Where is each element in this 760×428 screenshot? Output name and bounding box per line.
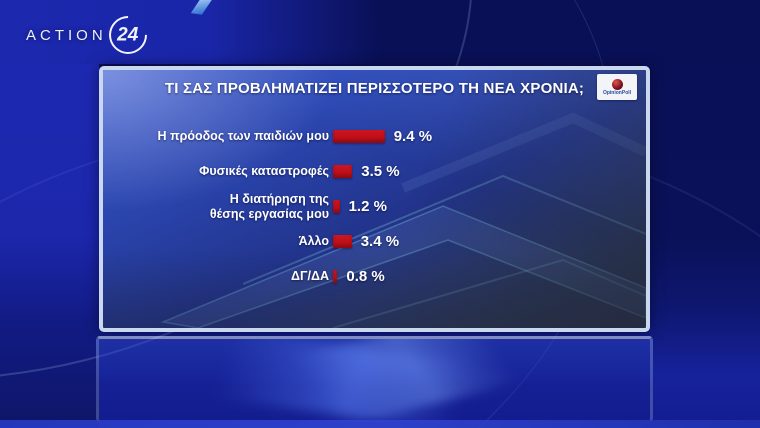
chart-row: Φυσικές καταστροφές 3.5 %: [103, 154, 646, 189]
chart-row: ΔΓ/ΔΑ 0.8 %: [103, 259, 646, 294]
logo-ring-icon: 24: [100, 8, 155, 62]
category-label: Η διατήρηση της θέσης εργασίας μου: [209, 192, 329, 221]
action-logo-text: ACTION: [26, 26, 107, 44]
chart-row: Η διατήρηση της θέσης εργασίας μου 1.2 %: [103, 189, 646, 224]
opinionpoll-label: OpinionPoll: [602, 89, 632, 96]
bar-chart: Η πρόοδος των παιδιών μου 9.4 % Φυσικές …: [103, 119, 646, 294]
reflection-glow: [136, 339, 572, 422]
chart-row: Η πρόοδος των παιδιών μου 9.4 %: [103, 119, 646, 154]
panel-reflection: [96, 336, 653, 422]
bottom-edge-band: [0, 420, 760, 428]
value-bar: [333, 235, 352, 248]
opinionpoll-dot-icon: [611, 78, 623, 90]
value-bar: [333, 270, 338, 283]
background-top-band: [0, 0, 380, 64]
value-bar: [333, 200, 340, 213]
poll-panel: ΤΙ ΣΑΣ ΠΡΟΒΛΗΜΑΤΙΖΕΙ ΠΕΡΙΣΣΟΤΕΡΟ ΤΗ ΝΕΑ …: [99, 66, 650, 332]
reflection-glow: [216, 339, 614, 422]
category-label: Η πρόοδος των παιδιών μου: [157, 129, 329, 144]
value-label: 3.5 %: [361, 163, 400, 180]
background-left-column: [0, 0, 99, 428]
category-label: Φυσικές καταστροφές: [199, 164, 329, 179]
value-bar: [333, 130, 385, 143]
opinionpoll-logo: OpinionPoll: [597, 74, 637, 100]
value-label: 3.4 %: [360, 233, 400, 250]
chart-row: Άλλο 3.4 %: [103, 224, 646, 259]
value-bar: [333, 165, 353, 178]
logo-number: 24: [117, 24, 139, 46]
poll-question-title: ΤΙ ΣΑΣ ΠΡΟΒΛΗΜΑΤΙΖΕΙ ΠΕΡΙΣΣΟΤΕΡΟ ΤΗ ΝΕΑ …: [164, 80, 585, 97]
category-label: ΔΓ/ΔΑ: [291, 269, 329, 284]
category-label: Άλλο: [298, 234, 329, 249]
value-label: 0.8 %: [346, 268, 385, 285]
value-label: 9.4 %: [393, 128, 433, 145]
action24-logo: ACTION 24: [26, 8, 155, 62]
value-label: 1.2 %: [348, 198, 387, 215]
